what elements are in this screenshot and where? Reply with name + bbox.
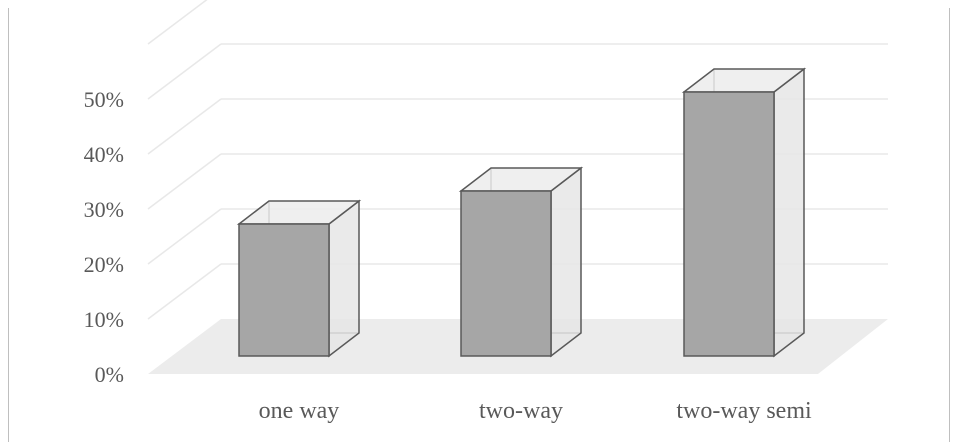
y-tick-label: 50% [84,87,124,112]
gridline-side [147,263,222,320]
y-axis-tick-labels: 0% 10% 20% 30% 40% 50% [84,87,124,387]
gridline-side [147,43,222,100]
bar [681,67,807,358]
gridline-side [147,0,208,45]
gridline-side [147,153,222,210]
bar-side-face [328,199,360,358]
bars-layer [236,67,807,358]
bar [236,199,362,358]
y-tick-label: 30% [84,197,124,222]
x-category-label: two-way semi [676,398,812,424]
bar-front-face [683,91,775,357]
gridline-side [147,98,222,155]
y-tick-label: 0% [95,362,124,387]
gridline-side [147,208,222,265]
y-tick-label: 10% [84,307,124,332]
bar-front-face [238,223,330,357]
y-tick-label: 20% [84,252,124,277]
x-axis-category-labels: one way two-way two-way semi [259,398,812,424]
x-category-label: two-way [479,398,563,424]
bar [458,166,584,358]
bar-side-face [550,166,582,358]
bar-front-face [460,190,552,357]
chart-frame [8,8,950,442]
x-category-label: one way [259,398,340,424]
y-tick-label: 40% [84,142,124,167]
bar-side-face [773,67,805,358]
